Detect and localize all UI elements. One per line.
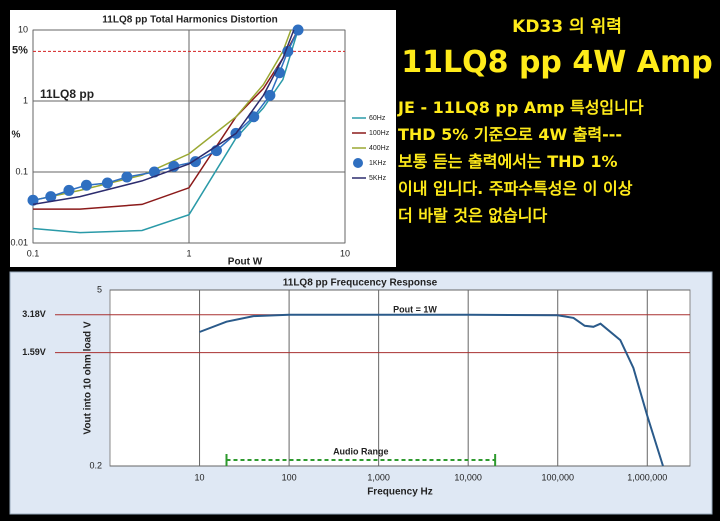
legend-marker <box>353 158 363 168</box>
x-tick-label: 100 <box>282 472 297 482</box>
y-tick-label: 0.01 <box>10 237 28 247</box>
series-line <box>199 313 664 467</box>
y-tick-label: 0.2 <box>89 460 102 470</box>
x-tick-label: 100,000 <box>541 472 574 482</box>
legend-label: 60Hz <box>369 115 386 122</box>
legend-label: 1KHz <box>369 160 387 167</box>
text-line: 이내 입니다. 주파수특성은 이 이상 <box>398 179 633 198</box>
x-tick-label: 10 <box>340 248 350 258</box>
legend-label: 5KHz <box>369 175 387 182</box>
marker <box>264 89 276 101</box>
text-line: 더 바랄 것은 없습니다 <box>398 206 548 225</box>
range-label: Audio Range <box>333 446 389 456</box>
text-line: JE - 11LQ8 pp Amp 특성입니다 <box>398 98 644 117</box>
marker <box>121 171 133 183</box>
marker <box>292 24 304 36</box>
x-tick-label: 0.1 <box>27 248 40 258</box>
reference-label: 3.18V <box>22 309 46 319</box>
y-axis-label: Vout into 10 ohm load V <box>83 321 94 434</box>
text-line: THD 5% 기준으로 4W 출력--- <box>398 125 623 144</box>
annotation: Pout = 1W <box>393 304 437 314</box>
legend-label: 100Hz <box>369 130 390 137</box>
reference-label: 1.59V <box>22 347 46 357</box>
marker <box>27 194 39 206</box>
reference-label: 5% <box>12 44 28 56</box>
heading: KD33 의 위력 <box>512 17 622 37</box>
x-tick-label: 1,000 <box>367 472 390 482</box>
series-line <box>32 29 299 234</box>
x-tick-label: 10 <box>195 472 205 482</box>
chart-title: 11LQ8 pp Total Harmonics Distortion <box>102 15 277 26</box>
marker <box>248 111 260 123</box>
text-line: 보통 듣는 출력에서는 THD 1% <box>398 152 618 171</box>
text-panel: KD33 의 위력 11LQ8 pp 4W Amp JE - 11LQ8 pp … <box>398 12 716 229</box>
annotation: 11LQ8 pp <box>40 87 94 101</box>
y-axis-label: % <box>12 130 21 141</box>
x-tick-label: 1,000,000 <box>627 472 667 482</box>
x-axis-label: Frequency Hz <box>367 487 433 498</box>
x-tick-label: 10,000 <box>454 472 482 482</box>
y-tick-label: 0.1 <box>15 166 28 176</box>
lines: JE - 11LQ8 pp Amp 특성입니다 THD 5% 기준으로 4W 출력… <box>398 94 716 229</box>
marker <box>80 179 92 191</box>
marker <box>63 184 75 196</box>
y-tick-label: 10 <box>18 24 28 34</box>
marker <box>189 156 201 168</box>
series-line <box>32 29 299 202</box>
legend-label: 400Hz <box>369 145 390 152</box>
marker <box>45 191 57 203</box>
series-line <box>32 29 295 206</box>
fr-plot <box>109 289 691 467</box>
y-tick-label: 5 <box>97 284 102 294</box>
marker <box>101 177 113 189</box>
chart-title: 11LQ8 pp Frequcency Response <box>283 278 438 289</box>
x-axis-label: Pout W <box>228 257 263 268</box>
title: 11LQ8 pp 4W Amp <box>401 45 713 80</box>
x-tick-label: 1 <box>186 248 191 258</box>
y-tick-label: 1 <box>23 95 28 105</box>
